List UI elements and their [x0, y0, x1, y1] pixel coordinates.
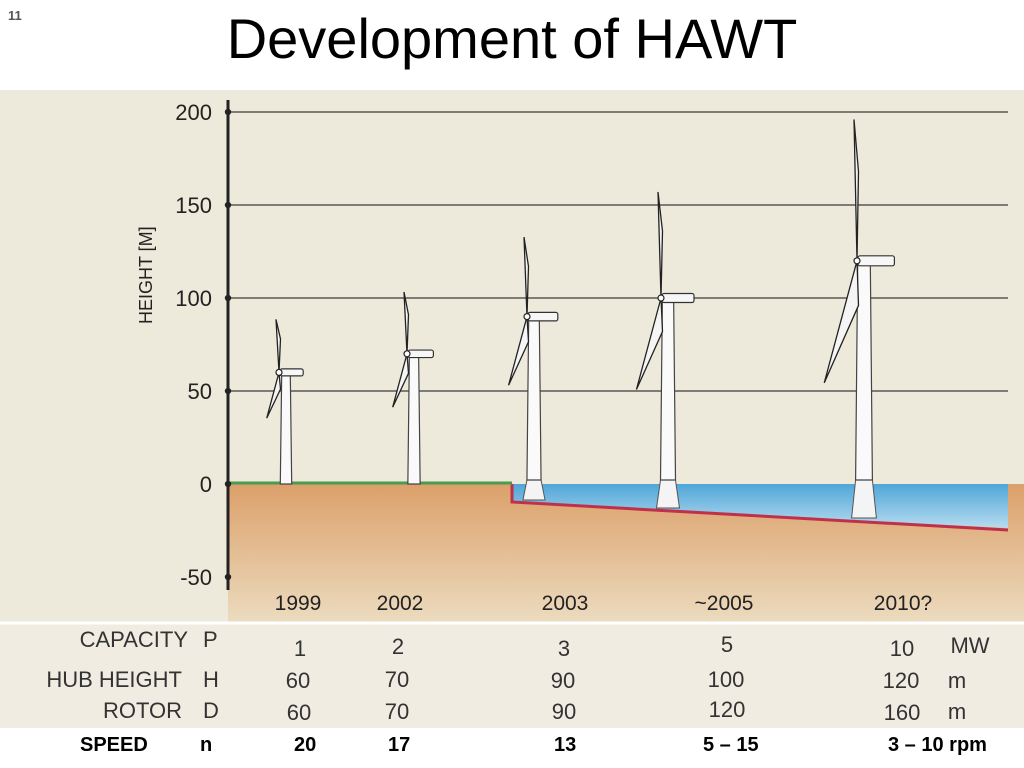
capacity-value: 2 — [392, 634, 404, 659]
speed-value: 13 — [554, 734, 577, 756]
turbine-hub — [853, 257, 861, 265]
speed-value: 17 — [388, 734, 411, 756]
turbine-blade — [403, 291, 410, 354]
hub-height-values: 60 70 90 100 120 m — [286, 667, 966, 693]
tick-label: 200 — [175, 100, 212, 125]
y-axis-ticks: 200 150 100 50 0 -50 — [175, 100, 232, 590]
turbine-hub — [657, 294, 665, 302]
wind-turbine — [392, 291, 434, 485]
year-label: 2010? — [874, 592, 932, 615]
turbine-foundation — [851, 479, 877, 519]
capacity-label: CAPACITY — [80, 627, 189, 652]
tick-dot — [224, 573, 232, 581]
wind-turbine — [635, 191, 695, 509]
turbine-blade — [392, 353, 410, 408]
turbine-blade — [507, 316, 530, 386]
hub-height-unit: m — [948, 668, 966, 693]
rotor-value: 70 — [385, 699, 409, 724]
capacity-value: 5 — [721, 632, 733, 657]
turbine-foundation — [655, 479, 681, 509]
year-label: 2002 — [377, 592, 424, 615]
tick-label: 150 — [175, 193, 212, 218]
hub-height-label: HUB HEIGHT — [46, 667, 182, 692]
turbine-nacelle — [527, 311, 559, 322]
turbine-nacelle — [857, 255, 896, 267]
rotor-value: 60 — [287, 700, 311, 725]
hub-height-value: 90 — [551, 668, 575, 693]
gridlines — [228, 111, 1008, 392]
tick-dot — [224, 201, 232, 209]
row-labels: CAPACITY P HUB HEIGHT H ROTOR D — [46, 627, 219, 723]
turbine-blade — [853, 119, 860, 261]
tick-label: 50 — [188, 379, 212, 404]
hawt-development-figure: 200 150 100 50 0 -50 HEIGHT [M] 1999 2002 200… — [0, 90, 1024, 728]
tick-label: -50 — [180, 565, 212, 590]
capacity-unit: MW — [950, 633, 989, 658]
turbine-nacelle — [661, 292, 695, 304]
capacity-value: 3 — [558, 636, 570, 661]
tick-dot — [224, 480, 232, 488]
turbine-hub — [523, 313, 531, 321]
slide-number: 11 — [8, 8, 22, 23]
turbine-blade — [657, 191, 664, 299]
tick-label: 0 — [200, 472, 212, 497]
hub-height-value: 70 — [385, 667, 409, 692]
hub-height-value: 100 — [708, 667, 745, 692]
rotor-label: ROTOR — [103, 698, 182, 723]
turbines — [266, 119, 896, 519]
turbine-tower — [407, 353, 421, 485]
rotor-values: 60 70 90 120 160 m — [287, 697, 966, 725]
turbine-tower — [279, 371, 293, 485]
turbine-hub — [275, 368, 283, 376]
turbine-nacelle — [279, 368, 304, 377]
year-label: 2003 — [542, 592, 589, 615]
capacity-values: 1 2 3 5 10 MW — [294, 632, 990, 661]
wind-turbine — [823, 119, 896, 519]
hub-height-value: 60 — [286, 668, 310, 693]
wind-turbine — [266, 319, 304, 485]
speed-label: SPEED — [80, 734, 148, 756]
rotor-unit: m — [948, 699, 966, 724]
year-labels: 1999 2002 2003 ~2005 2010? — [275, 592, 933, 615]
rotor-value: 90 — [552, 699, 576, 724]
year-label: ~2005 — [695, 592, 754, 615]
speed-value: 20 — [294, 734, 317, 756]
turbine-blade — [823, 260, 860, 384]
turbine-foundation — [522, 479, 546, 501]
rotor-value: 160 — [884, 700, 921, 725]
rotor-symbol: D — [203, 698, 219, 723]
slide-title: Development of HAWT — [226, 7, 798, 70]
speed-row: SPEED n 20 17 13 5 – 15 3 – 10 rpm — [0, 728, 1024, 764]
turbine-blade — [523, 236, 530, 317]
capacity-value: 1 — [294, 636, 306, 661]
speed-value: 5 – 15 — [703, 734, 759, 756]
y-axis-label: HEIGHT [M] — [136, 226, 156, 324]
rotor-value: 120 — [709, 697, 746, 722]
turbine-nacelle — [407, 349, 434, 359]
turbine-hub — [403, 350, 411, 358]
year-label: 1999 — [275, 592, 322, 615]
wind-turbine — [507, 236, 559, 501]
tick-label: 100 — [175, 286, 212, 311]
capacity-value: 10 — [890, 636, 914, 661]
tick-dot — [224, 387, 232, 395]
turbine-blade — [635, 297, 664, 390]
turbine-blade — [275, 319, 282, 373]
speed-symbol: n — [200, 734, 213, 756]
table-panel — [0, 622, 1024, 728]
tick-dot — [224, 294, 232, 302]
capacity-symbol: P — [203, 627, 218, 652]
seabed-line — [510, 484, 1009, 532]
hub-height-value: 120 — [883, 668, 920, 693]
hub-height-symbol: H — [203, 667, 219, 692]
tick-dot — [224, 108, 232, 116]
sea-water — [512, 484, 1008, 528]
turbine-blade — [266, 372, 282, 419]
speed-value: 3 – 10 rpm — [888, 734, 987, 756]
